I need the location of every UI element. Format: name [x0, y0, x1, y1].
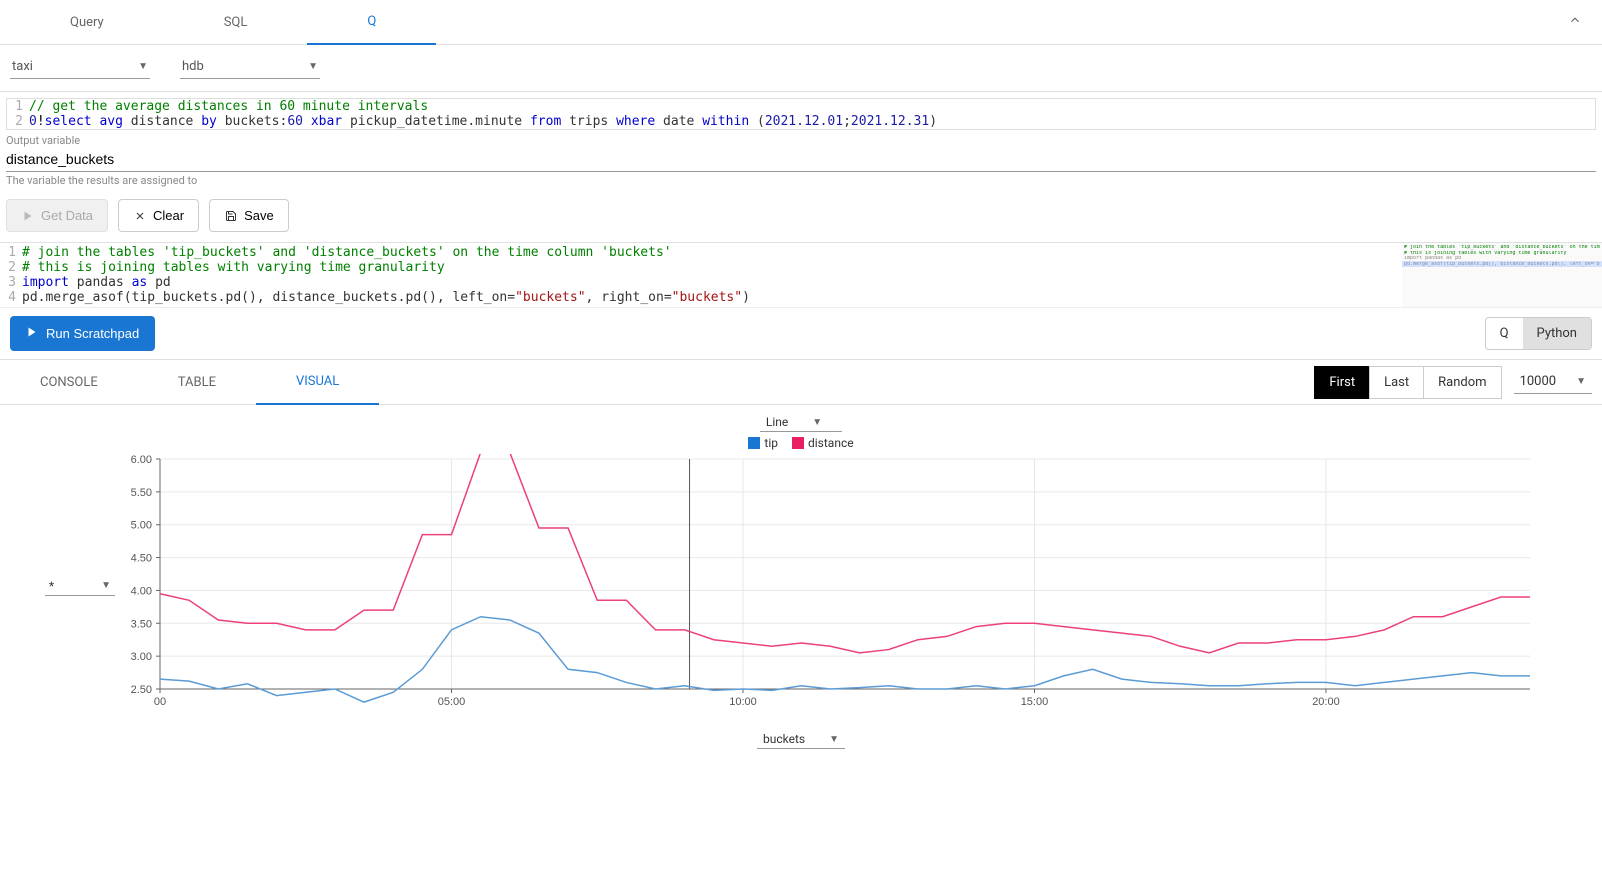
svg-text:05:00: 05:00 [438, 696, 466, 708]
page-count-value: 10000 [1520, 374, 1557, 389]
svg-text:3.50: 3.50 [131, 618, 152, 630]
clear-label: Clear [153, 208, 184, 223]
chart-area: * ▼ 2.50 3.00 3.50 4.00 4.50 5.00 5.50 6.00 00 05… [0, 454, 1602, 728]
page-random-button[interactable]: Random [1423, 366, 1501, 399]
svg-text:4.00: 4.00 [131, 585, 152, 597]
page-first-button[interactable]: First [1314, 366, 1370, 399]
chevron-down-icon: ▼ [829, 734, 839, 745]
y-axis-select[interactable]: * ▼ [45, 577, 115, 596]
chevron-down-icon: ▼ [101, 580, 111, 591]
chart-controls: Line ▼ [0, 405, 1602, 434]
chart-legend: tip distance [0, 434, 1602, 454]
output-variable-help: The variable the results are assigned to [6, 174, 1596, 187]
output-variable-section: Output variable The variable the results… [0, 130, 1602, 189]
action-buttons: Get Data Clear Save [0, 189, 1602, 242]
chevron-down-icon: ▼ [308, 61, 318, 72]
close-icon [133, 209, 147, 223]
language-toggle: Q Python [1485, 317, 1592, 350]
page-count-select[interactable]: 10000 ▼ [1514, 370, 1592, 394]
chart-type-select[interactable]: Line ▼ [760, 413, 842, 432]
lang-python-option[interactable]: Python [1523, 318, 1591, 349]
app-root: Query SQL Q taxi ▼ hdb ▼ 1// get the ave… [0, 0, 1602, 757]
chart-type-value: Line [766, 415, 788, 429]
play-icon [26, 326, 38, 341]
tab-visual[interactable]: VISUAL [256, 360, 379, 405]
editor-minimap[interactable]: # join the tables 'tip_buckets' and 'dis… [1402, 243, 1602, 307]
svg-text:10:00: 10:00 [729, 696, 757, 708]
dataset-selects: taxi ▼ hdb ▼ [0, 45, 1602, 92]
svg-text:2.50: 2.50 [131, 684, 152, 696]
dataset-select[interactable]: taxi ▼ [10, 55, 150, 79]
run-row: Run Scratchpad Q Python [0, 307, 1602, 360]
legend-swatch [792, 437, 804, 449]
db-value: hdb [182, 59, 204, 74]
svg-text:6.00: 6.00 [131, 454, 152, 466]
chevron-up-icon[interactable] [1558, 3, 1592, 41]
x-axis-value: buckets [763, 732, 805, 746]
save-button[interactable]: Save [209, 199, 289, 232]
output-variable-label: Output variable [6, 134, 1596, 147]
x-axis-select[interactable]: buckets ▼ [757, 730, 845, 749]
svg-text:4.50: 4.50 [131, 553, 152, 565]
legend-item[interactable]: distance [792, 436, 854, 450]
scratchpad-editor-wrap: 1# join the tables 'tip_buckets' and 'di… [0, 242, 1602, 307]
run-scratchpad-button[interactable]: Run Scratchpad [10, 316, 155, 351]
svg-text:15:00: 15:00 [1021, 696, 1049, 708]
db-select[interactable]: hdb ▼ [180, 55, 320, 79]
legend-item[interactable]: tip [748, 436, 778, 450]
clear-button[interactable]: Clear [118, 199, 199, 232]
play-icon [21, 209, 35, 223]
legend-label: tip [764, 436, 778, 450]
chevron-down-icon: ▼ [138, 61, 148, 72]
get-data-label: Get Data [41, 208, 93, 223]
save-label: Save [244, 208, 274, 223]
svg-text:20:00: 20:00 [1312, 696, 1340, 708]
svg-text:5.00: 5.00 [131, 520, 152, 532]
legend-label: distance [808, 436, 854, 450]
top-tabs: Query SQL Q [0, 0, 1602, 45]
tab-sql[interactable]: SQL [164, 1, 308, 44]
chevron-down-icon: ▼ [1576, 376, 1586, 387]
get-data-button: Get Data [6, 199, 108, 232]
result-tabs: CONSOLE TABLE VISUAL First Last Random 1… [0, 360, 1602, 405]
dataset-value: taxi [12, 59, 33, 74]
tab-table[interactable]: TABLE [138, 361, 256, 404]
svg-text:3.00: 3.00 [131, 651, 152, 663]
tab-console[interactable]: CONSOLE [0, 361, 138, 404]
lang-q-option[interactable]: Q [1486, 318, 1523, 349]
output-variable-input[interactable] [6, 147, 1596, 172]
chart-svg-wrap: 2.50 3.00 3.50 4.00 4.50 5.00 5.50 6.00 00 05:00 1… [120, 454, 1562, 718]
query-editor[interactable]: 1// get the average distances in 60 minu… [6, 98, 1596, 130]
svg-text:00: 00 [154, 696, 166, 708]
y-axis-select-wrap: * ▼ [40, 454, 120, 718]
scratchpad-editor[interactable]: 1# join the tables 'tip_buckets' and 'di… [0, 243, 1402, 307]
tab-query[interactable]: Query [10, 1, 164, 44]
legend-swatch [748, 437, 760, 449]
run-label: Run Scratchpad [46, 326, 139, 341]
save-icon [224, 209, 238, 223]
x-axis-select-row: buckets ▼ [0, 728, 1602, 757]
paging-controls: First Last Random 10000 ▼ [1315, 366, 1592, 399]
chevron-down-icon: ▼ [812, 417, 822, 428]
line-chart[interactable]: 2.50 3.00 3.50 4.00 4.50 5.00 5.50 6.00 00 05:00 1… [120, 454, 1540, 714]
svg-text:5.50: 5.50 [131, 487, 152, 499]
page-last-button[interactable]: Last [1369, 366, 1424, 399]
tab-q[interactable]: Q [307, 0, 436, 45]
y-axis-value: * [49, 579, 54, 593]
